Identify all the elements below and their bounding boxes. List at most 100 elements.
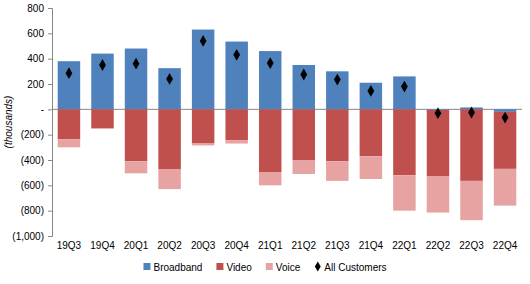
x-tick: 19Q3: [57, 240, 82, 251]
legend-item: All Customers: [315, 261, 387, 272]
bar: [293, 109, 315, 160]
x-tick-label: 19Q4: [90, 240, 115, 251]
bar: [259, 109, 281, 172]
zero-line: [52, 109, 522, 110]
y-tick-mark: [48, 135, 52, 136]
bar: [58, 109, 80, 139]
marker: [166, 73, 173, 85]
bar: [326, 71, 348, 109]
bar: [192, 109, 214, 143]
bar: [360, 156, 382, 179]
bar: [91, 109, 113, 128]
legend-swatch: [143, 263, 150, 270]
bar: [225, 42, 247, 110]
bar: [293, 65, 315, 109]
x-tick: 20Q1: [124, 240, 149, 251]
x-tick: 21Q1: [258, 240, 283, 251]
bar: [360, 109, 382, 156]
bar-series: [58, 30, 517, 112]
legend-label: Broadband: [153, 262, 202, 273]
y-tick-mark: [48, 33, 52, 34]
x-axis: 19Q3 19Q4 20Q1 20Q2 20Q3 20Q4 21Q1 21Q2 21Q3 21Q4…: [57, 240, 518, 251]
legend-label: All Customers: [324, 262, 386, 273]
y-tick-label: (600): [21, 180, 44, 191]
y-axis-title: (thousands): [3, 96, 14, 149]
x-tick-label: 20Q2: [157, 240, 182, 251]
legend-item: Voice: [266, 262, 301, 273]
x-tick-label: 21Q2: [292, 240, 317, 251]
bar: [427, 176, 449, 212]
y-tick: (400): [21, 155, 52, 166]
x-tick: 22Q1: [392, 240, 417, 251]
bar: [125, 161, 147, 173]
y-tick-mark: [48, 8, 52, 9]
y-axis-line: [48, 9, 53, 237]
bar: [91, 128, 113, 130]
x-tick-label: 20Q3: [191, 240, 216, 251]
marker: [66, 67, 73, 79]
y-tick-mark: [48, 185, 52, 186]
x-tick: 20Q4: [224, 240, 249, 251]
x-tick-label: 21Q3: [325, 240, 350, 251]
bar-series: [58, 128, 517, 220]
bar: [494, 109, 516, 112]
x-tick-label: 21Q4: [359, 240, 384, 251]
bar: [393, 76, 415, 109]
legend-swatch: [216, 263, 223, 270]
legend-swatch: [266, 263, 273, 270]
y-tick: 600: [27, 28, 52, 39]
y-tick: (200): [21, 129, 52, 140]
marker: [200, 35, 207, 47]
marker: [267, 57, 274, 69]
bar: [326, 109, 348, 161]
marker: [468, 107, 475, 119]
marker: [435, 107, 442, 119]
bar: [393, 175, 415, 210]
bar: [460, 181, 482, 220]
y-tick-label: (400): [21, 155, 44, 166]
y-tick-mark: [48, 160, 52, 161]
y-tick: 800: [27, 3, 52, 14]
marker: [300, 69, 307, 81]
bar: [494, 169, 516, 206]
y-tick-label: 800: [27, 3, 44, 14]
x-tick-label: 22Q2: [426, 240, 451, 251]
bar: [259, 172, 281, 185]
marker: [99, 59, 106, 71]
bar: [158, 109, 180, 169]
y-tick-label: (200): [21, 129, 44, 140]
marker: [367, 85, 374, 97]
bar: [158, 68, 180, 109]
bar: [225, 140, 247, 143]
bar: [158, 170, 180, 190]
x-tick-label: 21Q1: [258, 240, 283, 251]
y-axis: 800600400200-(200)(400)(600)(800)(1,000): [12, 3, 52, 242]
y-tick-label: 200: [27, 79, 44, 90]
point-series: [66, 35, 509, 123]
y-tick: (1,000): [12, 231, 52, 242]
legend-label: Video: [226, 262, 252, 273]
x-tick: 22Q4: [493, 240, 518, 251]
bar: [192, 144, 214, 146]
bar: [326, 161, 348, 181]
x-tick: 21Q4: [359, 240, 384, 251]
x-tick: 19Q4: [90, 240, 115, 251]
y-tick: -: [41, 104, 52, 115]
y-tick: 200: [27, 79, 52, 90]
bar: [360, 83, 382, 110]
bar: [460, 109, 482, 181]
bar: [91, 54, 113, 110]
chart: 800600400200-(200)(400)(600)(800)(1,000)…: [0, 0, 530, 284]
marker: [401, 81, 408, 93]
marker: [334, 74, 341, 86]
bar: [192, 30, 214, 110]
y-tick-label: (800): [21, 205, 44, 216]
x-tick: 20Q2: [157, 240, 182, 251]
y-tick-label: (1,000): [12, 231, 44, 242]
marker: [233, 49, 240, 61]
legend-item: Broadband: [143, 262, 202, 273]
y-tick-mark: [48, 59, 52, 60]
x-tick: 20Q3: [191, 240, 216, 251]
x-tick: 22Q3: [459, 240, 484, 251]
y-tick-mark: [48, 236, 52, 237]
